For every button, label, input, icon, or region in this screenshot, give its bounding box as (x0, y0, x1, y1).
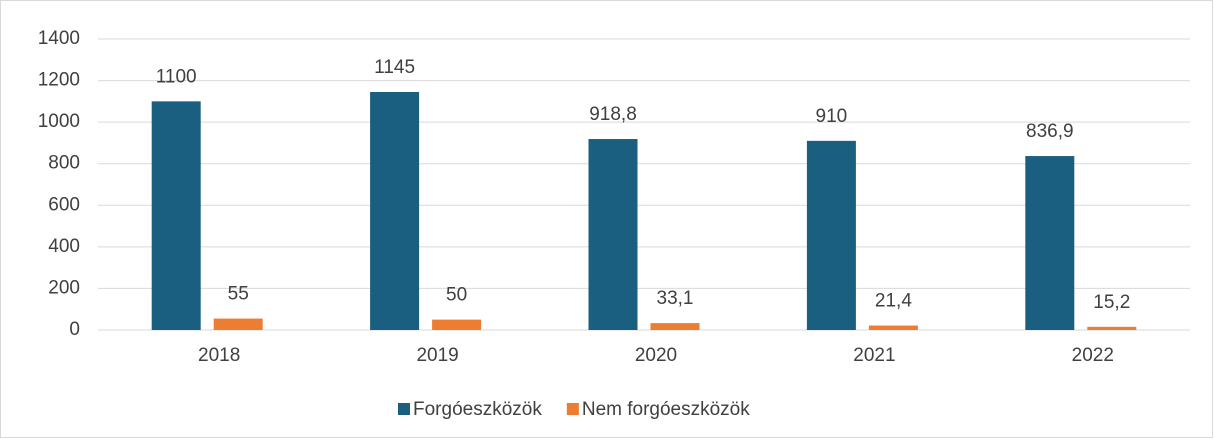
x-tick-label: 2018 (198, 345, 240, 366)
x-tick-label: 2020 (635, 345, 677, 366)
value-label: 1145 (374, 57, 415, 78)
value-label: 1100 (156, 66, 197, 87)
value-label: 33,1 (657, 288, 694, 309)
y-tick-label: 800 (48, 153, 80, 174)
y-tick-label: 200 (48, 277, 80, 298)
value-label: 836,9 (1026, 121, 1074, 142)
bar (806, 140, 856, 330)
value-label: 910 (816, 106, 848, 127)
y-tick-label: 400 (48, 236, 80, 257)
bar (213, 318, 263, 330)
value-label: 918,8 (589, 104, 637, 125)
legend-label: Nem forgóeszközök (582, 399, 750, 420)
bar (588, 139, 638, 330)
legend-label: Forgóeszközök (413, 399, 542, 420)
x-tick-label: 2021 (853, 345, 895, 366)
bar (432, 319, 482, 330)
bar (1087, 326, 1137, 330)
y-tick-label: 600 (48, 194, 80, 215)
y-tick-label: 1400 (38, 28, 80, 49)
y-tick-label: 0 (69, 319, 80, 340)
value-label: 55 (228, 284, 249, 305)
value-label: 50 (446, 285, 467, 306)
legend-swatch (566, 403, 579, 415)
value-label: 15,2 (1093, 292, 1130, 313)
legend-swatch (398, 403, 410, 415)
bar (650, 323, 700, 330)
bar (868, 325, 918, 330)
x-tick-label: 2019 (416, 345, 458, 366)
x-tick-label: 2022 (1072, 345, 1114, 366)
bar (151, 101, 201, 330)
value-label: 21,4 (875, 291, 912, 312)
bar (370, 92, 420, 330)
y-tick-label: 1200 (38, 70, 80, 91)
y-tick-label: 1000 (38, 111, 80, 132)
bar (1025, 156, 1075, 330)
